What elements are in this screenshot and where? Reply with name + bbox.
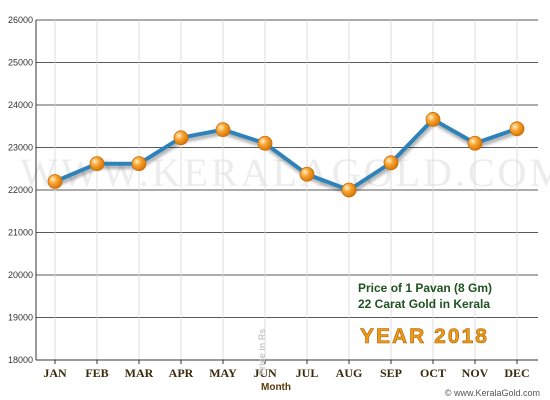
data-point-jan[interactable] <box>47 174 63 189</box>
data-point-may[interactable] <box>215 122 231 138</box>
data-point-sep[interactable] <box>383 155 399 171</box>
data-point-jun[interactable] <box>257 135 273 151</box>
x-tick-label: AUG <box>336 366 363 380</box>
note-line-2: 22 Carat Gold in Kerala <box>358 297 490 311</box>
x-tick-label: JUL <box>296 366 319 380</box>
x-tick-label: SEP <box>380 366 402 380</box>
price-markers <box>47 112 525 198</box>
x-tick-label: JAN <box>43 366 67 380</box>
x-tick-label: OCT <box>420 366 446 380</box>
data-point-jul[interactable] <box>299 166 315 182</box>
x-tick-label: DEC <box>504 366 529 380</box>
y-tick-label: 18000 <box>8 355 33 365</box>
x-axis-label: Month <box>261 382 291 393</box>
y-axis-label: Price in Rs <box>257 329 267 376</box>
y-tick-label: 19000 <box>8 313 33 323</box>
y-tick-label: 21000 <box>8 228 33 238</box>
x-tick-label: FEB <box>85 366 108 380</box>
data-point-apr[interactable] <box>173 130 189 146</box>
data-point-oct[interactable] <box>425 112 441 127</box>
y-tick-labels: 18000 19000 20000 21000 22000 23000 24000 25000… <box>8 15 33 365</box>
data-point-feb[interactable] <box>89 156 105 172</box>
x-tick-label: JUN <box>253 366 277 380</box>
credit: © www.KeralaGold.com <box>445 388 540 398</box>
y-tick-label: 22000 <box>8 185 33 195</box>
x-tick-label: APR <box>169 366 194 380</box>
data-point-dec[interactable] <box>509 121 525 137</box>
year-label: YEAR 2018 <box>360 325 489 348</box>
note-line-1: Price of 1 Pavan (8 Gm) <box>358 281 492 295</box>
y-tick-label: 23000 <box>8 143 33 153</box>
y-tick-label: 24000 <box>8 100 33 110</box>
data-point-nov[interactable] <box>467 135 483 151</box>
x-tick-label: NOV <box>462 366 489 380</box>
x-tick-labels: JAN FEB MAR APR MAY JUN JUL AUG SEP OCT NOV DEC <box>43 366 529 380</box>
data-point-aug[interactable] <box>341 182 357 198</box>
y-tick-label: 25000 <box>8 58 33 68</box>
y-tick-label: 26000 <box>8 15 33 25</box>
data-point-mar[interactable] <box>131 156 147 172</box>
y-tick-label: 20000 <box>8 270 33 280</box>
x-tick-label: MAR <box>125 366 154 380</box>
grid-lines <box>36 19 538 364</box>
x-tick-label: MAY <box>209 366 237 380</box>
